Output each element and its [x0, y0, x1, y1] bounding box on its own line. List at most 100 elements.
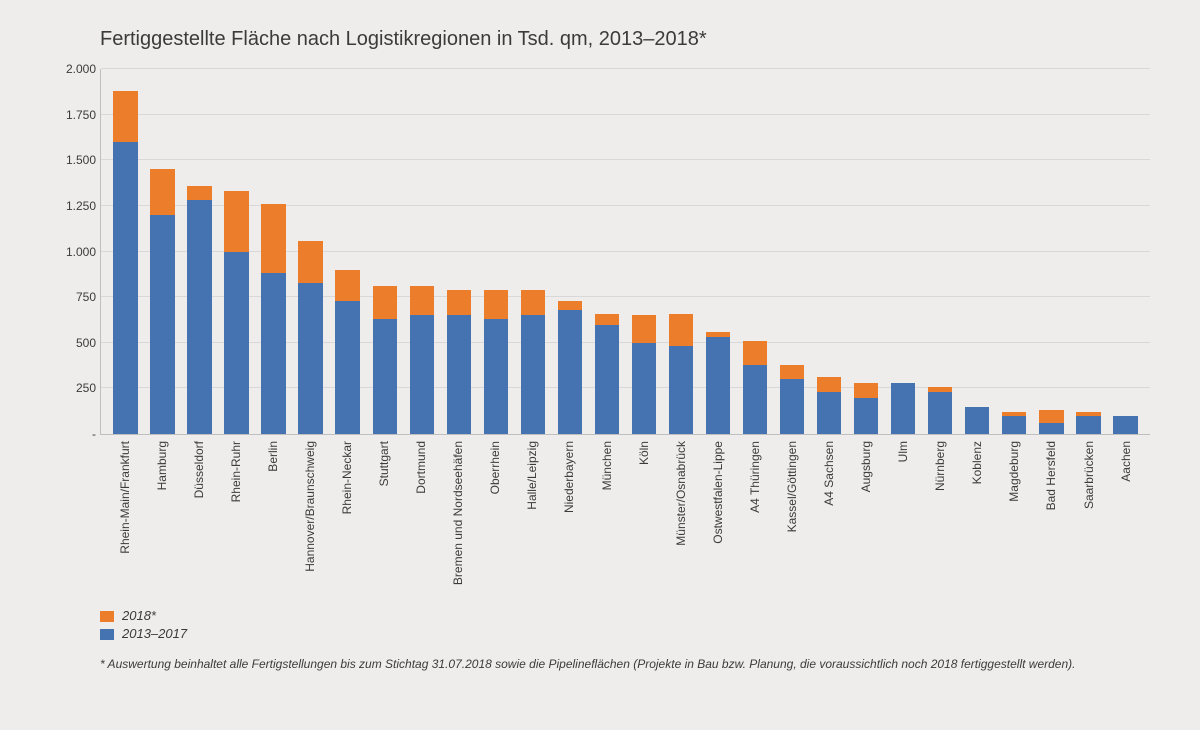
- bar-segment-v2018: [1039, 410, 1063, 423]
- bar-segment-v2013_2017: [224, 252, 248, 435]
- x-label-slot: Berlin: [254, 435, 291, 605]
- bars: [101, 69, 1150, 434]
- bar: [965, 407, 989, 434]
- footnote: * Auswertung beinhaltet alle Fertigstell…: [100, 657, 1160, 671]
- bar-segment-v2018: [335, 270, 359, 301]
- bar-slot: [107, 69, 144, 434]
- bar-slot: [1070, 69, 1107, 434]
- bar: [743, 341, 767, 434]
- bar-segment-v2018: [595, 314, 619, 325]
- bar-segment-v2013_2017: [1113, 416, 1137, 434]
- bar-segment-v2013_2017: [854, 398, 878, 435]
- bar-slot: [848, 69, 885, 434]
- legend-label: 2013–2017: [122, 625, 187, 643]
- bar-segment-v2018: [224, 191, 248, 251]
- legend-label: 2018*: [122, 607, 156, 625]
- x-axis-label: Düsseldorf: [192, 441, 206, 498]
- x-label-slot: Münster/Osnabrück: [662, 435, 699, 605]
- x-axis-label: Ulm: [896, 441, 910, 462]
- x-label-slot: Rhein-Ruhr: [217, 435, 254, 605]
- bar-slot: [1033, 69, 1070, 434]
- x-label-slot: Kassel/Göttingen: [773, 435, 810, 605]
- y-tick-label: 250: [46, 381, 96, 395]
- bar-segment-v2013_2017: [632, 343, 656, 434]
- bar-segment-v2013_2017: [113, 142, 137, 434]
- bar: [558, 301, 582, 434]
- x-label-slot: A4 Thüringen: [736, 435, 773, 605]
- x-axis-label: Berlin: [266, 441, 280, 472]
- bar-segment-v2018: [669, 314, 693, 347]
- bar-segment-v2013_2017: [484, 319, 508, 434]
- x-axis-label: Dortmund: [414, 441, 428, 494]
- bar-segment-v2018: [261, 204, 285, 273]
- x-label-slot: Bremen und Nordseehäfen: [440, 435, 477, 605]
- bar-segment-v2018: [521, 290, 545, 316]
- x-label-slot: A4 Sachsen: [810, 435, 847, 605]
- bar-segment-v2013_2017: [410, 315, 434, 434]
- chart-plot-area: -2505007501.0001.2501.5001.7502.000: [100, 69, 1150, 435]
- bar: [669, 314, 693, 434]
- bar-slot: [255, 69, 292, 434]
- legend: 2018*2013–2017: [100, 607, 1160, 643]
- bar-segment-v2013_2017: [261, 273, 285, 434]
- x-axis-label: Oberrhein: [488, 441, 502, 494]
- bar-slot: [662, 69, 699, 434]
- bar-segment-v2018: [817, 377, 841, 392]
- bar-slot: [737, 69, 774, 434]
- x-axis-label: Koblenz: [970, 441, 984, 484]
- bar-segment-v2013_2017: [817, 392, 841, 434]
- x-label-slot: Augsburg: [848, 435, 885, 605]
- bar-segment-v2018: [743, 341, 767, 365]
- x-axis-label: Münster/Osnabrück: [674, 441, 688, 546]
- bar-slot: [551, 69, 588, 434]
- x-axis-label: Bad Hersfeld: [1044, 441, 1058, 510]
- y-tick-label: 500: [46, 336, 96, 350]
- x-label-slot: Niederbayern: [551, 435, 588, 605]
- bar-slot: [292, 69, 329, 434]
- bar: [891, 383, 915, 434]
- x-label-slot: Ostwestfalen-Lippe: [699, 435, 736, 605]
- bar: [298, 241, 322, 434]
- bar-segment-v2013_2017: [558, 310, 582, 434]
- bar: [261, 204, 285, 434]
- bar-segment-v2013_2017: [595, 325, 619, 435]
- bar-slot: [1107, 69, 1144, 434]
- bar-segment-v2013_2017: [373, 319, 397, 434]
- x-label-slot: Hannover/Braunschweig: [291, 435, 328, 605]
- bar: [780, 365, 804, 434]
- x-label-slot: Ulm: [885, 435, 922, 605]
- x-axis-label: Stuttgart: [377, 441, 391, 486]
- bar-slot: [218, 69, 255, 434]
- bar-slot: [588, 69, 625, 434]
- bar-segment-v2018: [150, 169, 174, 215]
- bar: [854, 383, 878, 434]
- x-axis-label: Ostwestfalen-Lippe: [711, 441, 725, 544]
- bar-slot: [514, 69, 551, 434]
- bar-segment-v2013_2017: [1002, 416, 1026, 434]
- x-axis-label: Aachen: [1119, 441, 1133, 482]
- x-label-slot: Bad Hersfeld: [1033, 435, 1070, 605]
- x-axis-label: Rhein-Main/Frankfurt: [118, 441, 132, 554]
- x-axis-label: Kassel/Göttingen: [785, 441, 799, 532]
- x-label-slot: Düsseldorf: [180, 435, 217, 605]
- bar-segment-v2018: [854, 383, 878, 398]
- x-axis-label: Köln: [637, 441, 651, 465]
- legend-swatch: [100, 629, 114, 640]
- y-tick-label: 1.750: [46, 108, 96, 122]
- bar: [595, 314, 619, 434]
- page: Fertiggestellte Fläche nach Logistikregi…: [0, 0, 1200, 730]
- bar-segment-v2013_2017: [891, 383, 915, 434]
- bar: [224, 191, 248, 434]
- bar-slot: [477, 69, 514, 434]
- bar-segment-v2013_2017: [965, 407, 989, 434]
- bar-slot: [922, 69, 959, 434]
- x-axis-label: Hannover/Braunschweig: [303, 441, 317, 572]
- x-label-slot: Stuttgart: [366, 435, 403, 605]
- x-axis-label: Magdeburg: [1007, 441, 1021, 502]
- x-axis-label: Nürnberg: [933, 441, 947, 491]
- y-tick-label: -: [46, 427, 96, 441]
- x-axis-label: Niederbayern: [562, 441, 576, 513]
- x-axis-labels: Rhein-Main/FrankfurtHamburgDüsseldorfRhe…: [100, 435, 1150, 605]
- y-tick-label: 1.500: [46, 153, 96, 167]
- bar-segment-v2018: [484, 290, 508, 319]
